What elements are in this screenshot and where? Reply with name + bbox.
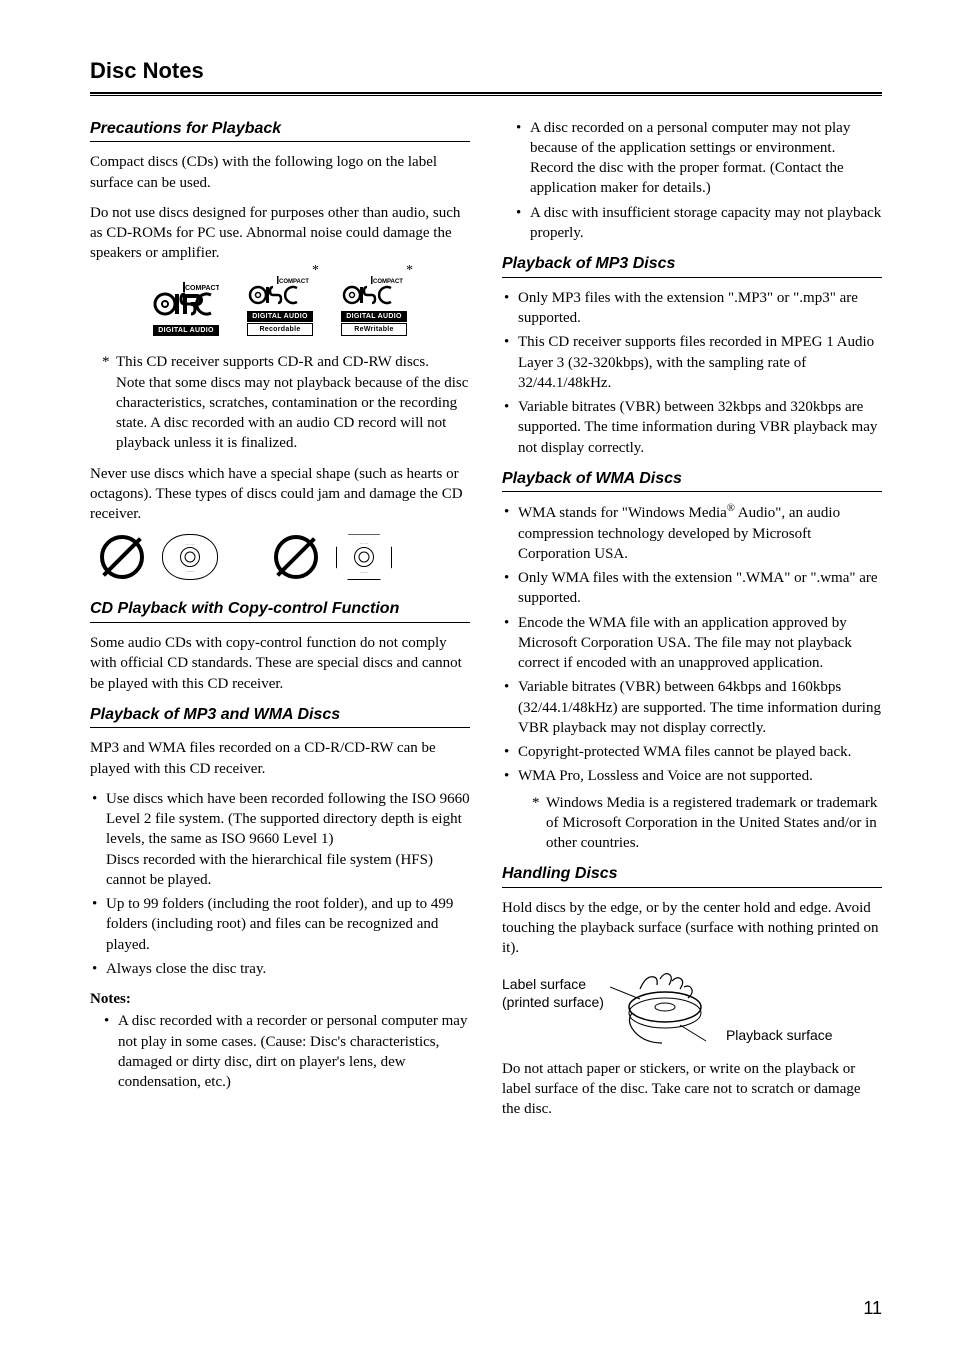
- handling-p2: Do not attach paper or stickers, or writ…: [502, 1059, 882, 1120]
- mp3-wma-list: Use discs which have been recorded follo…: [90, 789, 470, 979]
- list-item: WMA stands for "Windows Media® Audio", a…: [502, 502, 882, 564]
- cd-rewritable-logo: * COMPACT DIGITAL AUDIO ReWritable: [341, 276, 407, 337]
- heart-disc-icon: — — ——: [162, 534, 218, 580]
- octagon-disc-icon: — — ——: [336, 534, 392, 580]
- wma-b1-pre: WMA stands for "Windows Media: [518, 505, 727, 521]
- heading-precautions: Precautions for Playback: [90, 118, 470, 143]
- left-column: Precautions for Playback Compact discs (…: [90, 112, 470, 1130]
- wma-b6: WMA Pro, Lossless and Voice are not supp…: [518, 768, 813, 784]
- disc-handling-figure: Label surface (printed surface) Playback…: [502, 969, 882, 1047]
- mp3-wma-intro: MP3 and WMA files recorded on a CD-R/CD-…: [90, 738, 470, 779]
- heading-handling: Handling Discs: [502, 863, 882, 888]
- cdr-note-body: Note that some discs may not playback be…: [116, 375, 468, 452]
- title-rule: [90, 92, 882, 96]
- logo-bar-digital-audio-2: DIGITAL AUDIO: [247, 311, 313, 322]
- list-item: Encode the WMA file with an application …: [502, 613, 882, 674]
- label-surface-label: Label surface (printed surface): [502, 969, 604, 1011]
- list-item: WMA Pro, Lossless and Voice are not supp…: [502, 766, 882, 853]
- list-item: Only MP3 files with the extension ".MP3"…: [502, 288, 882, 329]
- cd-logo-row: COMPACT DIGITAL AUDIO * C: [90, 276, 470, 337]
- heading-mp3-wma: Playback of MP3 and WMA Discs: [90, 704, 470, 729]
- mp3-list: Only MP3 files with the extension ".MP3"…: [502, 288, 882, 458]
- handling-p1: Hold discs by the edge, or by the center…: [502, 898, 882, 959]
- heading-wma-discs: Playback of WMA Discs: [502, 468, 882, 493]
- mp3-wma-b1a: Use discs which have been recorded follo…: [106, 791, 470, 848]
- list-item: A disc recorded on a personal computer m…: [502, 118, 882, 199]
- list-item: Always close the disc tray.: [90, 959, 470, 979]
- svg-text:COMPACT: COMPACT: [373, 279, 403, 285]
- prohibition-icon: [100, 535, 144, 579]
- two-column-layout: Precautions for Playback Compact discs (…: [90, 112, 882, 1130]
- list-item: Variable bitrates (VBR) between 64kbps a…: [502, 677, 882, 738]
- right-column: A disc recorded on a personal computer m…: [502, 112, 882, 1130]
- list-item: Only WMA files with the extension ".WMA"…: [502, 568, 882, 609]
- compact-disc-logo: COMPACT DIGITAL AUDIO: [153, 282, 219, 336]
- list-item: A disc recorded with a recorder or perso…: [90, 1011, 470, 1092]
- trademark-note: Windows Media is a registered trademark …: [518, 793, 882, 854]
- printed-surface-text: (printed surface): [502, 994, 604, 1010]
- precautions-p2: Do not use discs designed for purposes o…: [90, 203, 470, 264]
- heading-mp3-discs: Playback of MP3 Discs: [502, 253, 882, 278]
- precautions-p1: Compact discs (CDs) with the following l…: [90, 152, 470, 193]
- list-item: Variable bitrates (VBR) between 32kbps a…: [502, 397, 882, 458]
- logo-bar-digital-audio-3: DIGITAL AUDIO: [341, 311, 407, 322]
- page-number: 11: [863, 1296, 882, 1320]
- svg-text:COMPACT: COMPACT: [185, 285, 219, 292]
- notes-list-right: A disc recorded on a personal computer m…: [502, 118, 882, 244]
- notes-list-left: A disc recorded with a recorder or perso…: [90, 1011, 470, 1092]
- heading-copy-control: CD Playback with Copy-control Function: [90, 598, 470, 623]
- asterisk-icon: *: [312, 262, 319, 281]
- copy-control-body: Some audio CDs with copy-control functio…: [90, 633, 470, 694]
- label-surface-text: Label surface: [502, 976, 586, 992]
- list-item: This CD receiver supports files recorded…: [502, 332, 882, 393]
- list-item: Copyright-protected WMA files cannot be …: [502, 742, 882, 762]
- asterisk-icon: *: [406, 262, 413, 281]
- list-item: Up to 99 folders (including the root fol…: [90, 894, 470, 955]
- prohibition-icon: [274, 535, 318, 579]
- page-title: Disc Notes: [90, 56, 882, 86]
- never-shape-warning: Never use discs which have a special sha…: [90, 464, 470, 525]
- cdr-support-note: This CD receiver supports CD-R and CD-RW…: [90, 352, 470, 453]
- playback-surface-label: Playback surface: [726, 1026, 833, 1047]
- list-item: A disc with insufficient storage capacit…: [502, 203, 882, 244]
- cd-recordable-logo: * COMPACT DIGITAL AUDIO Recordable: [247, 276, 313, 337]
- prohibited-shapes-row: — — —— — — ——: [90, 534, 470, 580]
- logo-bar-rewritable: ReWritable: [341, 323, 407, 336]
- cdr-note-lead: This CD receiver supports CD-R and CD-RW…: [116, 354, 429, 370]
- hand-disc-icon: [610, 969, 720, 1047]
- list-item: Use discs which have been recorded follo…: [90, 789, 470, 890]
- mp3-wma-b1b: Discs recorded with the hierarchical fil…: [106, 852, 433, 888]
- wma-list: WMA stands for "Windows Media® Audio", a…: [502, 502, 882, 853]
- registered-icon: ®: [727, 503, 735, 514]
- notes-heading: Notes:: [90, 989, 470, 1009]
- svg-text:COMPACT: COMPACT: [279, 279, 309, 285]
- logo-bar-digital-audio: DIGITAL AUDIO: [153, 325, 219, 336]
- logo-bar-recordable: Recordable: [247, 323, 313, 336]
